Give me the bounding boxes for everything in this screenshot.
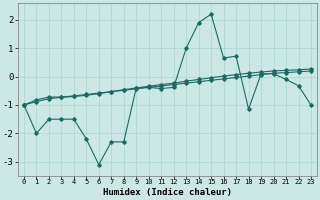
X-axis label: Humidex (Indice chaleur): Humidex (Indice chaleur) — [103, 188, 232, 197]
